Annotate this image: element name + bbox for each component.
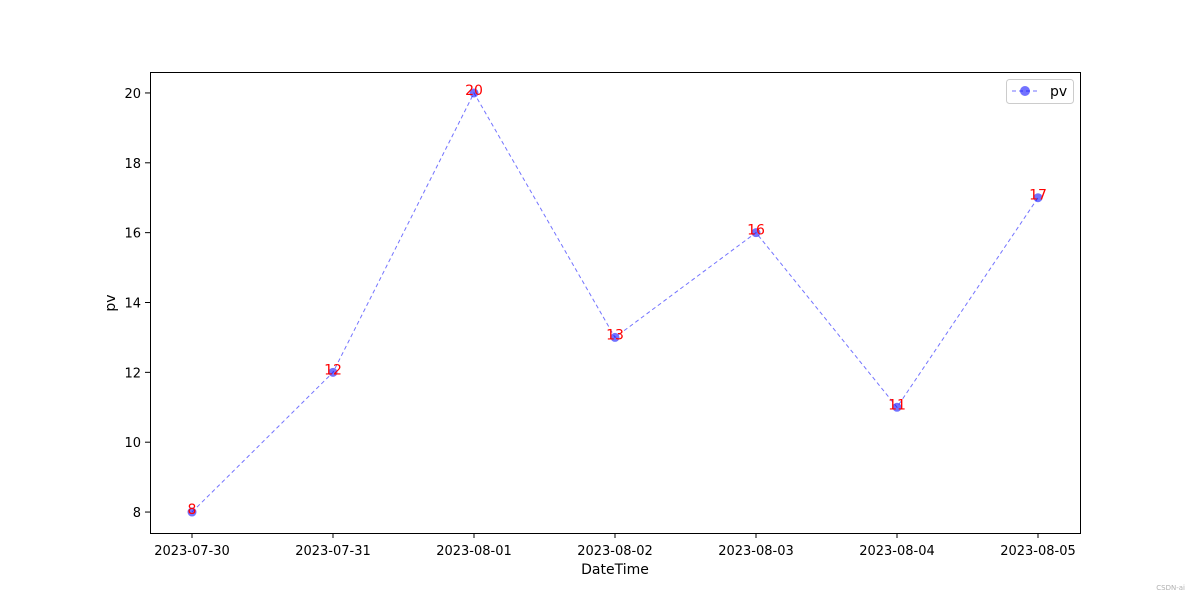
legend-marker xyxy=(1020,86,1030,96)
y-tick-label: 8 xyxy=(133,506,141,521)
data-label: 11 xyxy=(888,397,906,413)
data-point xyxy=(892,402,902,412)
x-tick-label: 2023-08-03 xyxy=(718,544,794,559)
series-layer xyxy=(187,88,1043,517)
y-axis-label: pv xyxy=(103,294,119,311)
data-label: 12 xyxy=(324,362,342,378)
x-axis-label: DateTime xyxy=(581,562,649,578)
x-tick-label: 2023-08-02 xyxy=(577,544,653,559)
y-tick-label: 14 xyxy=(124,297,141,312)
legend-box xyxy=(1006,79,1074,104)
data-point xyxy=(187,507,197,517)
data-point xyxy=(751,228,761,238)
x-tick-label: 2023-08-05 xyxy=(1000,544,1076,559)
legend-label: pv xyxy=(1050,84,1067,100)
data-label: 13 xyxy=(606,327,624,343)
x-tick-label: 2023-08-01 xyxy=(436,544,512,559)
y-axis-ticks: 8 10 12 14 16 18 20 xyxy=(124,87,150,521)
data-label: 17 xyxy=(1029,188,1047,204)
y-tick-label: 12 xyxy=(124,366,141,381)
x-tick-label: 2023-08-04 xyxy=(859,544,935,559)
y-tick-label: 16 xyxy=(124,227,141,242)
data-point xyxy=(328,367,338,377)
data-label: 20 xyxy=(465,83,483,99)
y-tick-label: 20 xyxy=(124,87,141,102)
data-point xyxy=(469,88,479,98)
data-label: 8 xyxy=(188,502,197,518)
data-point xyxy=(1033,193,1043,203)
legend: pv xyxy=(1006,79,1074,104)
plot-area xyxy=(150,72,1081,534)
data-labels: 8 12 20 13 16 11 17 xyxy=(188,83,1047,518)
x-axis-ticks: 2023-07-30 2023-07-31 2023-08-01 2023-08-02… xyxy=(154,533,1076,559)
data-point xyxy=(610,332,620,342)
watermark: CSDN-ai xyxy=(1156,584,1185,592)
y-tick-label: 10 xyxy=(124,436,141,451)
x-tick-label: 2023-07-31 xyxy=(295,544,371,559)
x-tick-label: 2023-07-30 xyxy=(154,544,230,559)
y-tick-label: 18 xyxy=(124,157,141,172)
data-label: 16 xyxy=(747,223,765,239)
